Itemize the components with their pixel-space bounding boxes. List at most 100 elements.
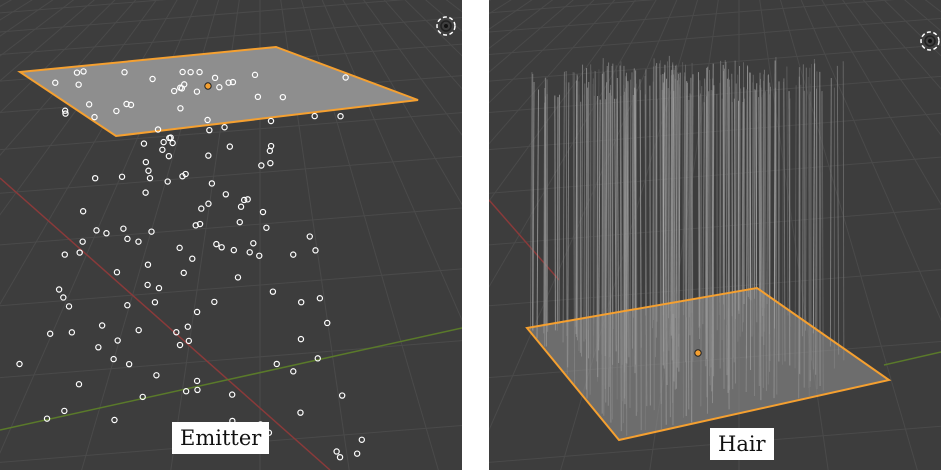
hair-strand: [689, 100, 691, 303]
y-axis-line: [883, 351, 941, 366]
viewport-hair[interactable]: Hair: [489, 0, 941, 470]
particle-dot: [279, 93, 287, 101]
particle-dot: [91, 113, 98, 121]
particle-dot: [211, 298, 218, 306]
hair-strand: [602, 91, 606, 341]
hair-strand: [575, 80, 578, 335]
particle-dot: [182, 388, 190, 395]
particle-dot: [185, 337, 193, 345]
hair-strand: [815, 88, 817, 375]
hair-strand: [805, 67, 807, 331]
particle-dot: [342, 74, 349, 81]
particle-dot: [211, 74, 219, 82]
emitter-caption: Emitter: [172, 422, 270, 454]
particle-dot: [229, 78, 237, 86]
particle-dot: [221, 124, 228, 131]
particle-dot: [218, 244, 225, 251]
particle-dot: [79, 238, 86, 245]
particle-dot: [189, 255, 196, 262]
particle-dot: [225, 79, 232, 86]
particle-dot: [226, 143, 234, 150]
particle-dot: [182, 170, 189, 178]
hair-emitter-plane[interactable]: [525, 286, 892, 442]
hair-strand: [631, 72, 634, 312]
particle-dot: [114, 337, 121, 344]
particle-dot: [75, 381, 83, 388]
particle-dot: [142, 158, 150, 166]
particle-dot: [205, 200, 212, 207]
particle-dot: [144, 281, 151, 289]
particle-dot: [60, 294, 67, 301]
hair-strand: [842, 61, 845, 361]
y-axis-line: [0, 327, 462, 431]
hair-strand: [819, 91, 822, 336]
particle-dot: [61, 251, 68, 258]
viewport-emitter[interactable]: Emitter: [0, 0, 462, 470]
particle-dot: [196, 220, 204, 228]
hair-strand: [532, 81, 535, 331]
hair-strand: [725, 62, 728, 326]
particle-dot: [144, 261, 152, 268]
hair-strand: [546, 79, 549, 332]
particle-dot: [76, 249, 83, 256]
hair-strand: [677, 81, 680, 334]
particle-dot: [273, 360, 280, 368]
particle-dot: [267, 159, 274, 167]
particle-dot: [142, 189, 149, 196]
particle-dot: [61, 107, 69, 114]
particle-dot: [236, 218, 243, 226]
particle-dot: [314, 355, 321, 362]
hair-strand: [746, 89, 748, 296]
cursor-target-icon[interactable]: [919, 30, 941, 52]
hair-strand: [573, 72, 576, 327]
particle-dot: [244, 196, 251, 203]
particle-dot: [176, 244, 183, 252]
hair-strand: [576, 75, 578, 338]
hair-strand: [702, 102, 705, 325]
particle-dot: [169, 139, 176, 147]
particle-dot: [153, 372, 160, 379]
particle-dot: [93, 227, 100, 234]
particle-dot: [267, 117, 275, 125]
particle-dot: [80, 68, 87, 75]
hair-strand: [676, 64, 679, 308]
particle-dot: [312, 247, 319, 254]
particle-dot: [267, 142, 275, 150]
x-axis-line: [0, 177, 331, 470]
particle-dot: [177, 84, 184, 91]
emitter-scene[interactable]: [0, 0, 462, 470]
particle-dot: [43, 415, 51, 422]
particle-dot: [324, 319, 331, 327]
particle-dot: [237, 203, 245, 210]
hair-strand: [583, 94, 587, 340]
hair-strand: [718, 91, 721, 316]
particle-dot: [160, 138, 167, 146]
particle-dot: [196, 68, 203, 76]
particle-dot: [180, 269, 187, 277]
particle-dot: [91, 174, 99, 182]
particle-dot: [124, 235, 131, 243]
particle-dot: [52, 79, 59, 86]
particle-dot: [353, 450, 361, 457]
particle-dot: [240, 196, 248, 204]
hair-strand: [671, 64, 674, 339]
hair-scene[interactable]: [489, 0, 941, 470]
particle-dot: [206, 126, 213, 134]
particle-dot: [46, 330, 54, 337]
hair-strand: [829, 78, 832, 347]
hair-strand: [615, 98, 618, 345]
particle-dot: [120, 225, 127, 232]
emitter-plane[interactable]: [17, 45, 419, 138]
particle-dot: [62, 110, 69, 117]
particle-dot: [103, 230, 110, 237]
hair-strand: [611, 66, 614, 329]
particle-dot: [234, 274, 242, 281]
particle-dot: [170, 87, 178, 95]
cursor-target-icon[interactable]: [435, 15, 457, 37]
particle-dot: [110, 355, 117, 363]
particle-dot: [246, 249, 253, 256]
particle-dot: [198, 205, 205, 212]
particle-dot: [290, 368, 297, 375]
particle-dot: [208, 180, 216, 187]
particle-dot: [151, 299, 159, 306]
